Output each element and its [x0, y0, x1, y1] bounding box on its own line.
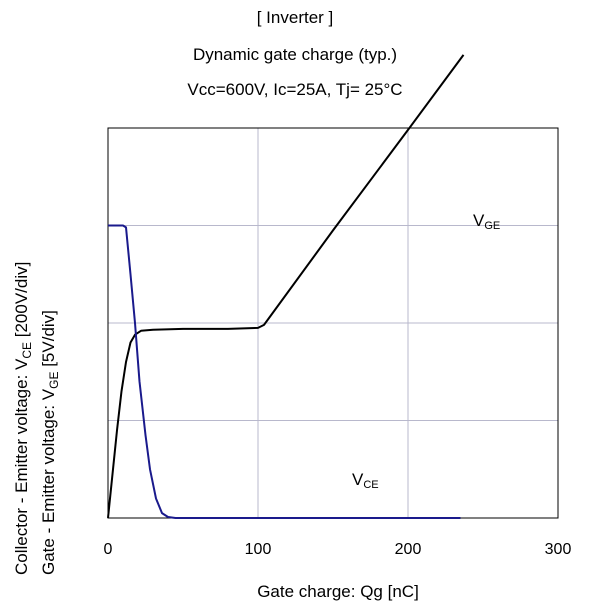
x-axis-label: Gate charge: Qg [nC]: [257, 582, 419, 601]
x-tick-label: 200: [395, 541, 422, 558]
x-tick-label: 100: [245, 541, 272, 558]
y-axis-label-vce: Collector - Emitter voltage: VCE [200V/d…: [12, 262, 34, 575]
chart-title-line-2: Dynamic gate charge (typ.): [192, 45, 398, 64]
x-tick-label: 0: [104, 541, 113, 558]
chart-title-line-3: Vcc=600V, Ic=25A, Tj= 25°C: [187, 80, 403, 99]
series-line-vge: [107, 54, 465, 519]
series-line-vce: [108, 224, 461, 519]
x-tick-label: 300: [545, 541, 572, 558]
series-label-vce: VCE: [352, 470, 379, 491]
chart-title-line-1: [ Inverter ]: [256, 8, 334, 27]
series-label-vge: VGE: [473, 211, 500, 232]
y-axis-label-vge: Gate - Emitter voltage: VGE [5V/div]: [39, 310, 61, 575]
